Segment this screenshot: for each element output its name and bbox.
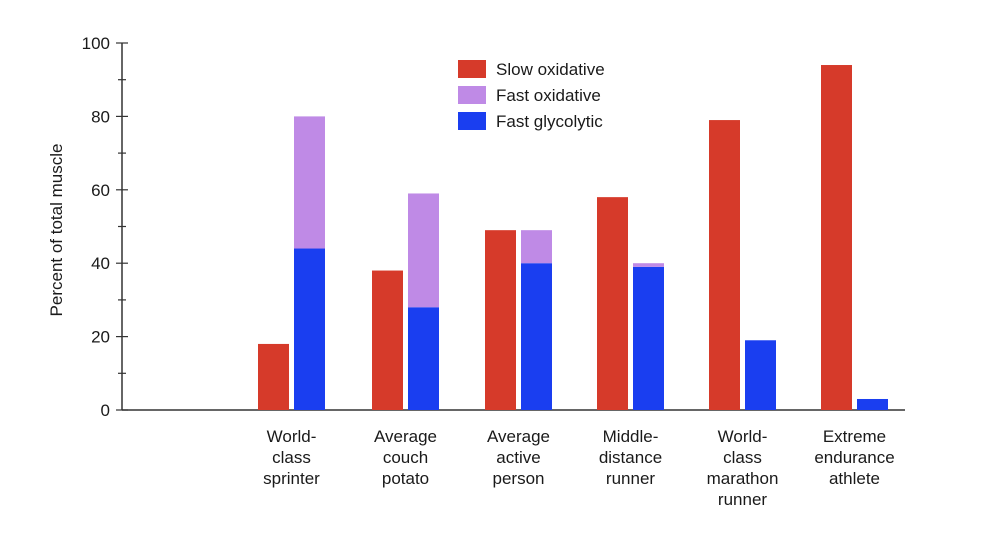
y-tick-label: 100: [82, 34, 110, 53]
bar-slow-oxidative: [485, 230, 516, 410]
bar-slow-oxidative: [597, 197, 628, 410]
bars: [258, 65, 888, 411]
category-label-line: endurance: [814, 448, 894, 467]
y-tick-label: 80: [91, 107, 110, 126]
y-tick-label: 0: [101, 401, 110, 420]
bar-fast-oxidative: [294, 116, 325, 249]
legend-slow-oxidative-label: Slow oxidative: [496, 60, 605, 79]
bar-fast-glycolytic: [633, 266, 664, 410]
bar-fast-glycolytic: [521, 263, 552, 410]
bar-fast-glycolytic: [745, 340, 776, 410]
legend: Slow oxidative Fast oxidative Fast glycoly…: [458, 60, 605, 131]
legend-fast-oxidative-swatch: [458, 86, 486, 104]
legend-slow-oxidative-swatch: [458, 60, 486, 78]
category-label: Extreme endurance athlete: [814, 427, 894, 488]
category-label-line: World-: [267, 427, 317, 446]
category-label-line: runner: [606, 469, 655, 488]
category-label-line: distance: [599, 448, 662, 467]
bar-slow-oxidative: [709, 120, 740, 410]
bar-fast-oxidative: [633, 263, 664, 267]
category-label-line: person: [493, 469, 545, 488]
y-tick-label: 60: [91, 181, 110, 200]
category-label-line: Extreme: [823, 427, 886, 446]
category-label-line: Average: [374, 427, 437, 446]
category-label-line: active: [496, 448, 540, 467]
category-label-line: class: [272, 448, 311, 467]
axes: 0 20 40 60 80 100: [82, 34, 905, 420]
category-label-line: World-: [718, 427, 768, 446]
bar-fast-glycolytic: [294, 248, 325, 410]
category-label: World-class sprinter: [263, 427, 320, 488]
legend-fast-oxidative-label: Fast oxidative: [496, 86, 601, 105]
category-label-line: sprinter: [263, 469, 320, 488]
category-label-line: Average: [487, 427, 550, 446]
y-tick-label: 20: [91, 328, 110, 347]
bar-fast-oxidative: [408, 193, 439, 308]
category-label-line: marathon: [707, 469, 779, 488]
bar-slow-oxidative: [372, 270, 403, 410]
y-axis-title: Percent of total muscle: [47, 144, 66, 317]
category-label-line: class: [723, 448, 762, 467]
category-label: Average couch potato: [374, 427, 437, 488]
bar-fast-glycolytic: [857, 398, 888, 410]
bar-fast-glycolytic: [408, 307, 439, 410]
category-label-line: potato: [382, 469, 429, 488]
bar-fast-oxidative: [521, 230, 552, 264]
category-label-line: runner: [718, 490, 767, 509]
category-label-line: athlete: [829, 469, 880, 488]
y-tick-label: 40: [91, 254, 110, 273]
category-label: Average active person: [487, 427, 550, 488]
category-label: World-class marathon runner: [707, 427, 779, 509]
category-label: Middle-distance runner: [599, 427, 662, 488]
bar-slow-oxidative: [258, 343, 289, 410]
legend-fast-glycolytic-swatch: [458, 112, 486, 130]
category-label-line: couch: [383, 448, 428, 467]
bar-slow-oxidative: [821, 65, 852, 411]
legend-fast-glycolytic-label: Fast glycolytic: [496, 112, 603, 131]
category-label-line: Middle-: [603, 427, 659, 446]
